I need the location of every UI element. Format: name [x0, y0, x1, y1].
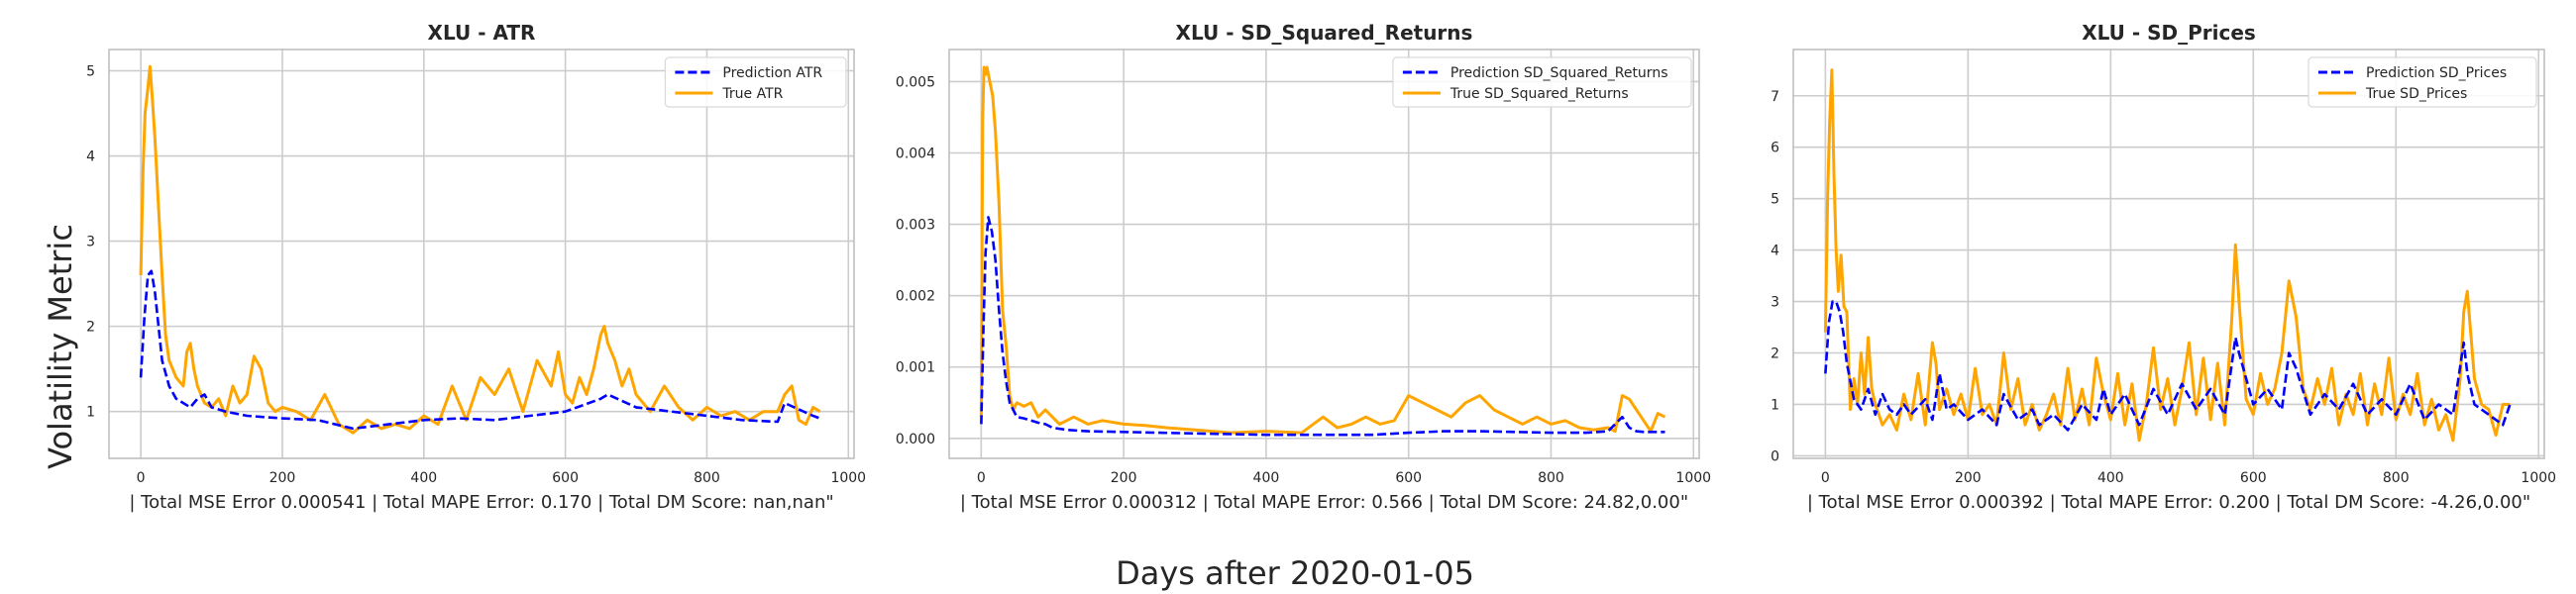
x-tick-label: 800	[694, 470, 720, 486]
chart-panel: 0 200 400 600 800 1000 0.000 0.001 0.002 0.003 0.0…	[896, 21, 1711, 513]
y-tick-label: 0.003	[896, 218, 935, 234]
y-tick-label: 0.002	[896, 289, 935, 305]
true-series-line	[979, 65, 1666, 435]
y-tick-label: 3	[86, 235, 95, 250]
legend-label: True SD_Prices	[2365, 86, 2467, 102]
x-tick-label: 200	[269, 470, 296, 486]
prediction-series-line	[1824, 300, 2512, 432]
legend-box	[1392, 56, 1692, 108]
legend: Prediction SD_Squared_Returns True SD_Squ…	[1392, 56, 1692, 108]
x-tick-label: 600	[2240, 470, 2267, 486]
x-axis-label: | Total MSE Error 0.000541 | Total MAPE …	[129, 492, 833, 513]
legend-label: Prediction ATR	[722, 65, 822, 81]
x-tick-label: 800	[2383, 470, 2410, 486]
x-tick-label: 1000	[2521, 470, 2556, 486]
x-tick-label: 800	[1538, 470, 1564, 486]
true-series-line	[1823, 68, 2511, 443]
y-tick-label: 4	[86, 149, 95, 165]
y-tick-label: 5	[1771, 192, 1779, 208]
legend-box	[2308, 56, 2537, 108]
chart-panel: 0 200 400 600 800 1000 0 1 2 3 4 5 6 7 XLU - SD_Prices…	[1771, 21, 2556, 513]
x-tick-label: 0	[977, 470, 986, 486]
y-tick-label: 1	[1771, 397, 1779, 413]
prediction-series-line	[980, 216, 1665, 437]
plot-frame	[108, 49, 855, 459]
x-tick-label: 400	[410, 470, 437, 486]
legend-label: True ATR	[721, 86, 783, 102]
y-tick-label: 5	[86, 64, 95, 80]
legend-label: True SD_Squared_Returns	[1449, 86, 1629, 102]
true-series-line	[139, 64, 821, 435]
x-tick-label: 200	[1955, 470, 1982, 486]
y-tick-label: 0.005	[896, 74, 935, 90]
y-tick-label: 2	[86, 320, 95, 336]
figure-x-axis-label: Days after 2020-01-05	[1116, 554, 1474, 592]
y-tick-label: 3	[1771, 295, 1779, 311]
legend-label: Prediction SD_Squared_Returns	[1450, 65, 1668, 81]
chart-title: XLU - SD_Squared_Returns	[1176, 21, 1473, 45]
x-axis-label: | Total MSE Error 0.000312 | Total MAPE …	[960, 492, 1688, 513]
figure-y-axis-label: Volatility Metric	[42, 224, 79, 469]
y-tick-label: 0.004	[896, 147, 935, 162]
x-tick-label: 400	[2097, 470, 2124, 486]
x-tick-label: 600	[552, 470, 579, 486]
plot-frame	[948, 49, 1700, 459]
y-tick-label: 0.000	[896, 432, 935, 447]
y-tick-label: 2	[1771, 346, 1779, 362]
chart-title: XLU - ATR	[428, 21, 536, 45]
legend: Prediction ATR True ATR	[664, 56, 847, 108]
y-tick-label: 7	[1771, 89, 1779, 105]
y-tick-label: 1	[86, 405, 95, 421]
x-axis-label: | Total MSE Error 0.000392 | Total MAPE …	[1807, 492, 2530, 513]
x-tick-label: 0	[137, 470, 146, 486]
y-tick-label: 6	[1771, 141, 1779, 156]
legend-label: Prediction SD_Prices	[2366, 65, 2507, 81]
x-tick-label: 0	[1821, 470, 1830, 486]
plot-frame	[1792, 49, 2545, 459]
y-tick-label: 4	[1771, 244, 1779, 259]
x-tick-label: 1000	[1675, 470, 1711, 486]
x-tick-label: 600	[1395, 470, 1422, 486]
x-tick-label: 1000	[830, 470, 866, 486]
x-tick-label: 200	[1111, 470, 1137, 486]
y-tick-label: 0	[1771, 448, 1779, 464]
chart-title: XLU - SD_Prices	[2082, 21, 2256, 45]
prediction-series-line	[139, 269, 821, 431]
legend: Prediction SD_Prices True SD_Prices	[2308, 56, 2537, 108]
x-tick-label: 400	[1253, 470, 1280, 486]
chart-panel: 0 200 400 600 800 1000 1 2 3 4 5 XLU - ATR | Total M…	[86, 21, 866, 513]
y-tick-label: 0.001	[896, 360, 935, 376]
